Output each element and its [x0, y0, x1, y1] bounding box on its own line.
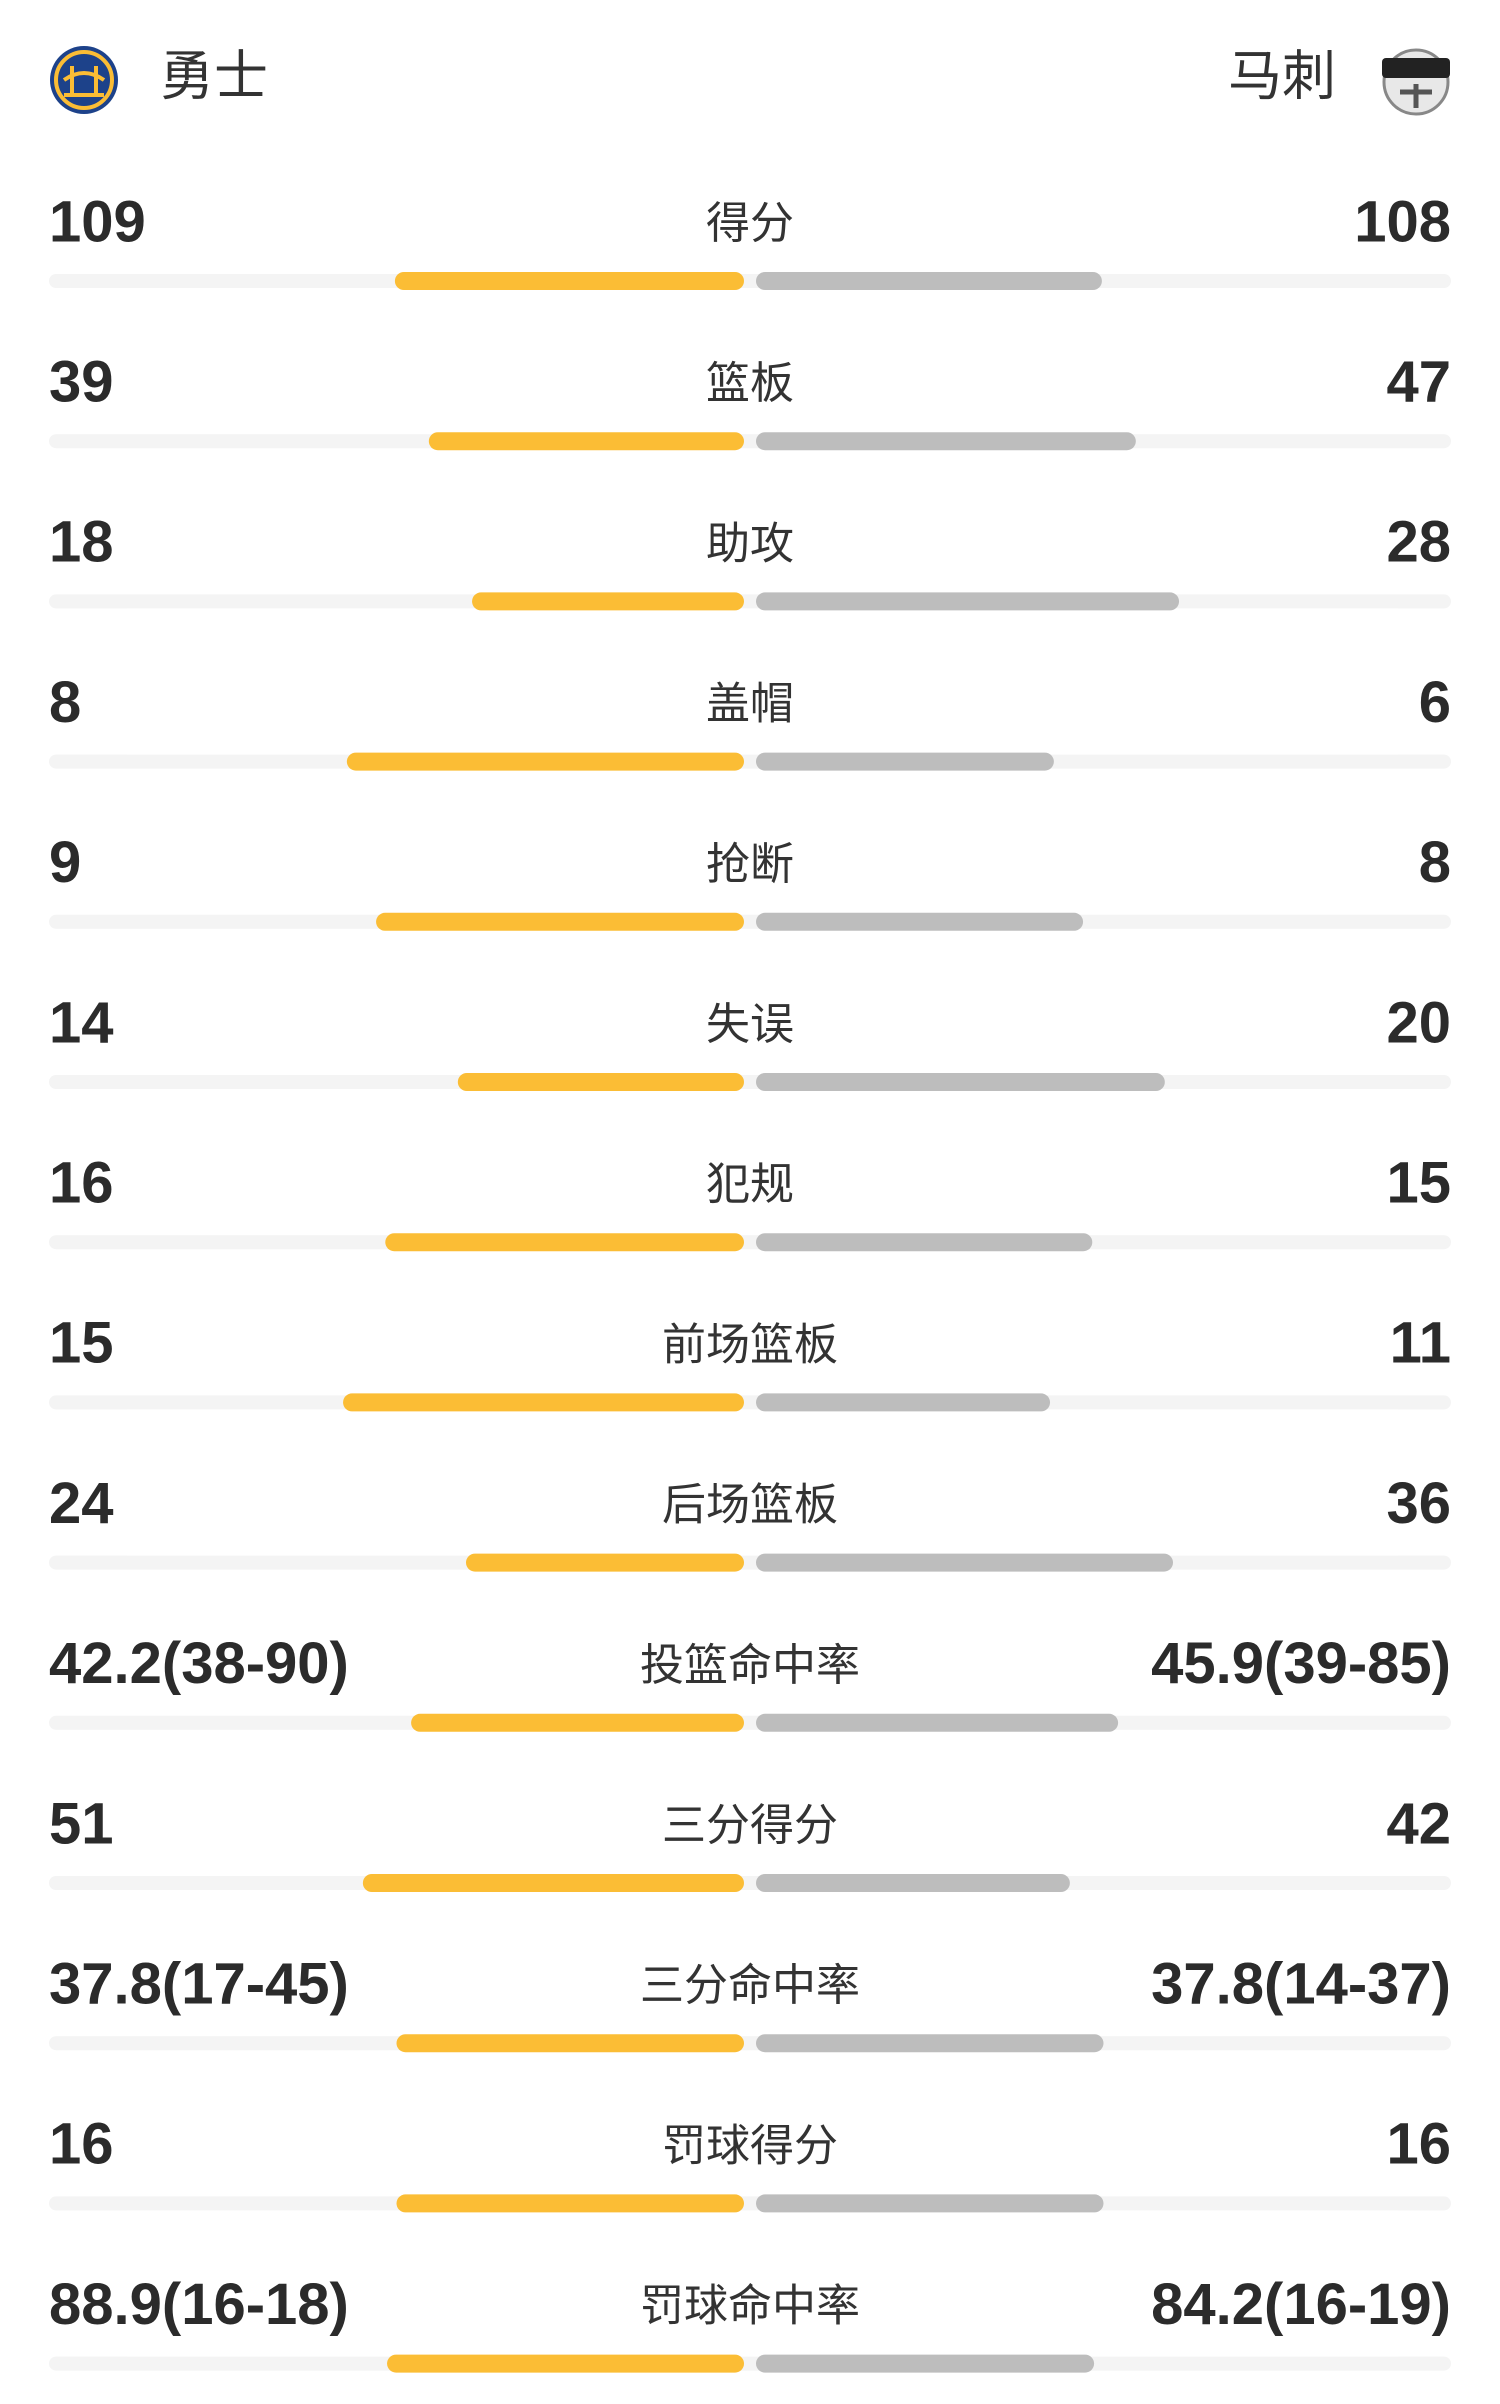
away-bar	[756, 432, 1136, 451]
away-bar	[756, 1233, 1093, 1252]
stat-label: 助攻	[706, 518, 794, 569]
home-logo	[50, 46, 118, 114]
stat-label: 犯规	[706, 1159, 794, 1210]
home-value: 16	[49, 2112, 114, 2177]
bar-track	[49, 594, 1451, 609]
bar-track	[49, 434, 1451, 449]
away-bar	[756, 592, 1180, 611]
away-value: 47	[1386, 350, 1451, 415]
stat-label: 得分	[706, 198, 794, 249]
home-bar	[411, 1713, 744, 1732]
away-bar	[756, 272, 1102, 290]
bar-track	[49, 754, 1451, 769]
home-value: 37.8(17-45)	[49, 1952, 349, 2017]
bar-track	[49, 1235, 1451, 1250]
home-value: 16	[49, 1151, 114, 1216]
stat-label: 篮板	[706, 358, 794, 409]
home-value: 88.9(16-18)	[49, 2272, 349, 2337]
away-value: 20	[1386, 990, 1451, 1055]
away-value: 11	[1390, 1311, 1451, 1376]
away-bar	[756, 1553, 1173, 1572]
home-bar	[472, 592, 744, 611]
stat-label: 三分得分	[662, 1800, 838, 1851]
away-logo	[1382, 48, 1450, 116]
home-value: 15	[49, 1311, 114, 1376]
away-value: 6	[1419, 670, 1451, 735]
home-value: 109	[49, 189, 146, 254]
away-value: 108	[1354, 189, 1451, 254]
stat-label: 失误	[706, 999, 794, 1050]
bar-track	[49, 914, 1451, 929]
home-value: 42.2(38-90)	[49, 1631, 349, 1696]
stat-label: 罚球命中率	[640, 2281, 860, 2332]
home-value: 8	[49, 670, 81, 735]
bar-track	[49, 1395, 1451, 1410]
home-bar	[394, 272, 744, 290]
bar-track	[49, 274, 1451, 288]
home-bar	[466, 1553, 744, 1572]
home-bar	[343, 1393, 744, 1412]
away-value: 8	[1419, 830, 1451, 895]
home-bar	[457, 1073, 744, 1091]
home-bar	[428, 432, 744, 451]
away-bar	[756, 752, 1054, 771]
home-value: 14	[49, 990, 114, 1055]
away-value: 15	[1386, 1151, 1451, 1216]
home-value: 51	[49, 1791, 114, 1856]
stat-label: 抢断	[706, 839, 794, 890]
stat-label: 盖帽	[706, 679, 794, 730]
away-value: 45.9(39-85)	[1151, 1631, 1451, 1696]
stat-label: 投篮命中率	[640, 1640, 860, 1691]
away-value: 84.2(16-19)	[1151, 2272, 1451, 2337]
bar-track	[49, 1876, 1451, 1890]
away-bar	[756, 912, 1084, 931]
home-bar	[346, 752, 744, 771]
away-bar	[756, 2194, 1104, 2213]
stat-label: 三分命中率	[640, 1960, 860, 2011]
away-bar	[756, 1874, 1070, 1892]
away-team: 马刺	[1228, 45, 1336, 108]
bar-track	[49, 1075, 1451, 1089]
stat-label: 罚球得分	[662, 2120, 838, 2171]
home-value: 24	[49, 1471, 114, 1536]
bar-track	[49, 2356, 1451, 2371]
home-team: 勇士	[160, 45, 268, 108]
away-bar	[756, 1713, 1119, 1732]
home-bar	[396, 2034, 744, 2053]
bar-track	[49, 1715, 1451, 1730]
home-bar	[362, 1874, 744, 1892]
stat-label: 前场篮板	[662, 1319, 838, 1370]
home-bar	[376, 912, 744, 931]
away-bar	[756, 2034, 1104, 2053]
away-value: 16	[1386, 2112, 1451, 2177]
away-value: 28	[1386, 510, 1451, 575]
away-bar	[756, 1073, 1165, 1091]
bar-track	[49, 2036, 1451, 2051]
bar-track	[49, 1555, 1451, 1570]
away-value: 42	[1386, 1791, 1451, 1856]
home-value: 18	[49, 510, 114, 575]
bar-track	[49, 2196, 1451, 2211]
home-bar	[385, 1233, 744, 1252]
away-bar	[756, 2354, 1095, 2373]
away-value: 37.8(14-37)	[1151, 1952, 1451, 2017]
away-bar	[756, 1393, 1051, 1412]
home-value: 9	[49, 830, 81, 895]
home-bar	[396, 2194, 744, 2213]
stat-label: 后场篮板	[662, 1480, 838, 1531]
home-bar	[387, 2354, 744, 2373]
away-value: 36	[1386, 1471, 1451, 1536]
home-value: 39	[49, 350, 114, 415]
